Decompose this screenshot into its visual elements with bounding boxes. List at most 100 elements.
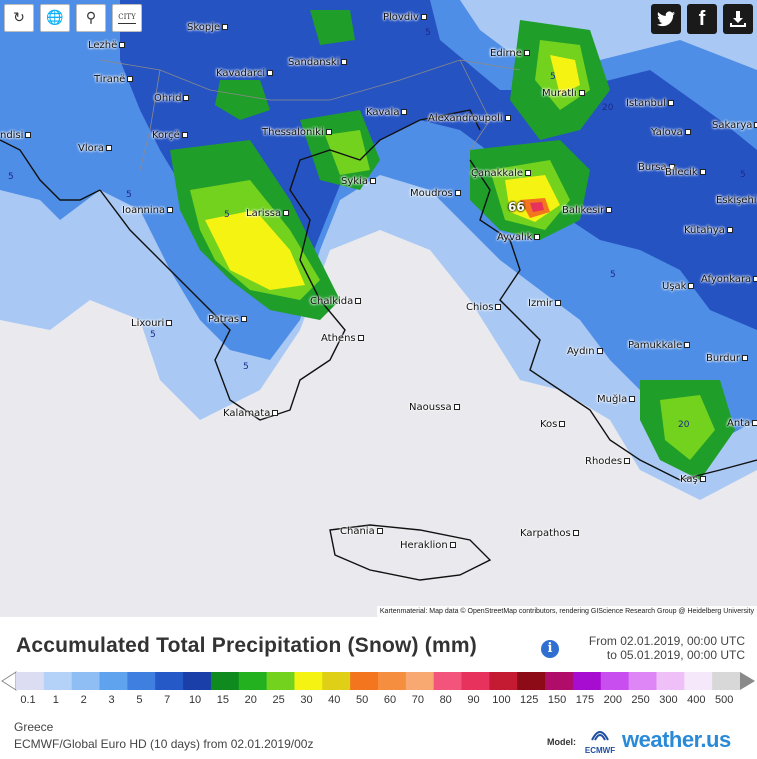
city-name: Kavala — [366, 107, 400, 118]
facebook-button[interactable]: f — [687, 4, 717, 34]
colorbar-swatch — [16, 672, 45, 690]
colorbar-tick-label: 300 — [659, 694, 677, 706]
city-label: Afyonkara — [701, 274, 757, 285]
city-marker — [166, 320, 173, 326]
contour-label: 20 — [602, 103, 614, 113]
colorbar-tick-label: 400 — [687, 694, 705, 706]
city-name: Kalamata — [223, 408, 271, 419]
colorbar-swatch — [127, 672, 156, 690]
city-marker — [629, 396, 636, 402]
colorbar-swatch — [43, 672, 73, 690]
city-marker — [119, 42, 126, 48]
weather-us-logo[interactable]: weather.us — [622, 727, 731, 752]
city-label: Bursa — [638, 162, 675, 173]
city-label: Vlora — [78, 143, 112, 154]
colorbar-swatch — [350, 672, 379, 690]
contour-label: 5 — [8, 172, 14, 182]
city-marker — [341, 59, 348, 65]
city-label: Istanbul — [626, 98, 675, 109]
city-label: Ayvalık — [497, 232, 541, 243]
city-name: Yalova — [651, 127, 683, 138]
download-button[interactable] — [723, 4, 753, 34]
city-label: Alexandroupoli — [428, 113, 511, 124]
city-name: Bursa — [638, 162, 667, 173]
city-name: Aydın — [567, 346, 595, 357]
city-label: Sakarya — [712, 120, 757, 131]
city-marker — [357, 335, 364, 341]
refresh-icon: ↻ — [13, 10, 25, 26]
colorbar-tick-label: 25 — [272, 694, 284, 706]
legend-title: Accumulated Total Precipitation (Snow) (… — [16, 634, 477, 657]
city-label: Kütahya — [684, 225, 733, 236]
city-name: Karpathos — [520, 528, 571, 539]
city-label: Kavala — [366, 107, 408, 118]
city-marker — [753, 276, 757, 282]
city-name: Patras — [208, 314, 240, 325]
city-label: Lixouri — [131, 318, 173, 329]
city-label: Anta — [727, 418, 757, 429]
city-marker — [420, 14, 427, 20]
city-name: Bilecik — [665, 167, 698, 178]
model-run-label: ECMWF/Global Euro HD (10 days) from 02.0… — [14, 737, 314, 751]
colorbar-max-arrow — [740, 672, 755, 690]
city-name: Afyonkara — [701, 274, 752, 285]
city-label: Kavadarci — [216, 68, 274, 79]
city-name: Larissa — [246, 208, 282, 219]
city-name: Korçë — [152, 130, 180, 141]
city-marker — [167, 207, 174, 213]
colorbar-tick-label: 10 — [189, 694, 201, 706]
city-name: Sykia — [341, 176, 368, 187]
city-label: Chania — [340, 526, 383, 537]
borders — [99, 59, 521, 171]
contour-label: 5 — [243, 362, 249, 372]
colorbar-swatch — [99, 672, 128, 690]
city-name: Skopje — [187, 22, 221, 33]
region-label: Greece — [14, 720, 54, 734]
city-label: Karpathos — [520, 528, 579, 539]
city-marker — [534, 234, 541, 240]
colorbar-tick-label: 200 — [604, 694, 622, 706]
city-name: ndisi — [0, 130, 24, 141]
colorbar-swatch — [572, 672, 602, 690]
colorbar-tick-label: 250 — [631, 694, 649, 706]
city-name: Alexandroupoli — [428, 113, 503, 124]
colorbar-swatch — [600, 672, 630, 690]
city-marker — [25, 132, 32, 138]
city-label: Korçë — [152, 130, 188, 141]
colorbar-swatch — [684, 672, 713, 690]
city-name: Izmir — [528, 298, 553, 309]
city-name: Kavadarci — [216, 68, 266, 79]
colorbar-swatch — [517, 672, 546, 690]
city-toggle-button[interactable]: CITY — [112, 4, 142, 32]
twitter-button[interactable] — [651, 4, 681, 34]
city-marker — [222, 24, 229, 30]
map-panel[interactable]: Skopje Plovdiv Lezhë Edirne Kavadarci Sandans… — [0, 0, 757, 617]
colorbar-tick-label: 90 — [467, 694, 479, 706]
contour-label: 20 — [678, 420, 690, 430]
zoom-out-button[interactable]: ⚲ — [76, 4, 106, 32]
globe-button[interactable]: 🌐 — [40, 4, 70, 32]
city-label: Muğla — [597, 394, 636, 405]
ecmwf-logo[interactable]: ECMWF — [580, 727, 620, 755]
twitter-icon — [657, 11, 675, 27]
city-label: Kos — [540, 419, 566, 430]
city-name: Tiranë — [94, 74, 126, 85]
refresh-button[interactable]: ↻ — [4, 4, 34, 32]
city-toggle-label: CITY — [118, 12, 136, 21]
info-icon[interactable]: i — [541, 640, 559, 658]
city-label: Naoussa — [409, 402, 460, 413]
city-label: Plovdiv — [383, 12, 427, 23]
city-label: Ohrid — [154, 93, 190, 104]
colorbar-tick-label: 7 — [164, 694, 170, 706]
city-name: Edirne — [490, 48, 522, 59]
city-label: Burdur — [706, 353, 748, 364]
city-marker — [267, 70, 274, 76]
colorbar-tick-label: 0.1 — [20, 694, 35, 706]
colorbar-tick-label: 100 — [492, 694, 510, 706]
city-name: Burdur — [706, 353, 740, 364]
city-marker — [668, 100, 675, 106]
city-label: Tiranë — [94, 74, 134, 85]
colorbar-tick-label: 15 — [217, 694, 229, 706]
colorbar-swatch — [489, 672, 518, 690]
city-marker — [596, 348, 603, 354]
